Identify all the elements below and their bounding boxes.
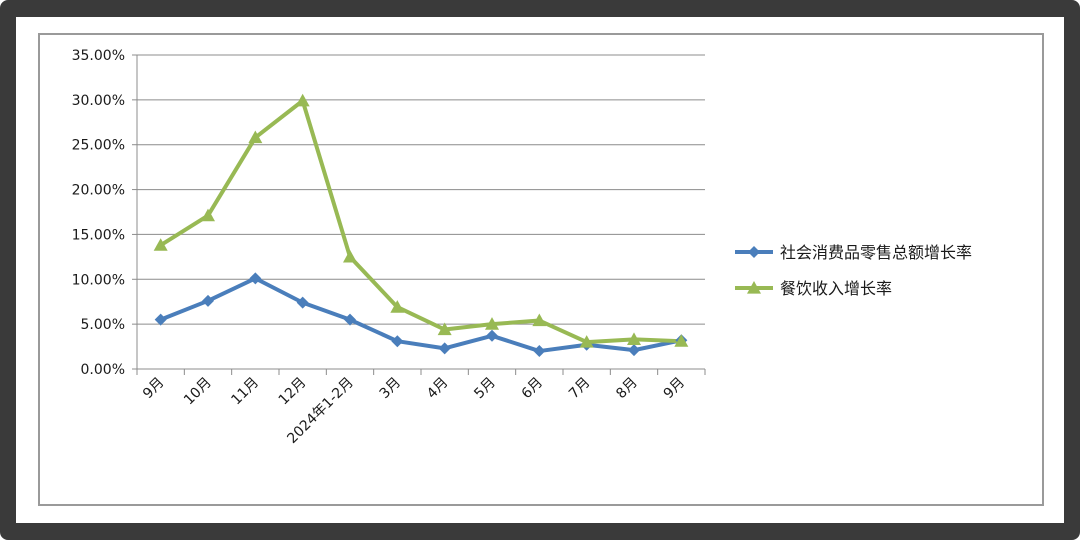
data-point-triangle	[153, 238, 168, 251]
data-point-diamond	[154, 313, 167, 326]
data-point-triangle	[437, 322, 452, 336]
data-point-triangle	[201, 208, 215, 222]
data-point-diamond	[438, 342, 451, 355]
data-point-triangle	[390, 300, 405, 313]
legend-label-1: 社会消费品零售总额增长率	[780, 243, 972, 262]
y-tick-label: 35.00%	[72, 48, 125, 64]
x-tick-label: 6月	[519, 375, 547, 403]
x-tick-label: 3月	[377, 375, 405, 403]
data-point-triangle	[627, 332, 641, 345]
data-point-diamond	[628, 344, 640, 357]
data-point-triangle	[343, 249, 357, 263]
x-tick-label: 7月	[566, 375, 594, 403]
y-tick-label: 20.00%	[72, 183, 125, 199]
data-point-triangle	[532, 313, 547, 327]
y-tick-label: 0.00%	[81, 362, 125, 378]
data-point-triangle	[674, 334, 689, 347]
legend-diamond-marker	[748, 246, 760, 258]
data-point-triangle	[579, 335, 594, 348]
data-point-triangle	[485, 317, 499, 330]
data-point-diamond	[344, 313, 356, 326]
data-point-diamond	[296, 296, 309, 309]
legend-triangle-marker	[747, 281, 761, 294]
series-markers	[153, 93, 689, 358]
x-tick-label: 9月	[661, 375, 689, 403]
data-point-diamond	[202, 294, 214, 307]
gridlines	[137, 54, 705, 325]
chart-area	[38, 33, 1044, 506]
data-point-diamond	[249, 272, 262, 285]
data-point-diamond	[486, 329, 498, 342]
series-lines	[158, 98, 684, 354]
y-tick-label: 30.00%	[72, 93, 125, 109]
y-tick-label: 10.00%	[72, 272, 125, 288]
data-point-diamond	[391, 335, 404, 348]
y-tick-labels: 0.00% 5.00% 10.00% 15.00% 20.00% 25.00% 30.00%…	[72, 48, 125, 378]
x-tick-label: 12月	[276, 375, 310, 409]
series-line-1	[158, 276, 684, 354]
series-line-2	[158, 98, 684, 345]
data-point-diamond	[533, 345, 546, 358]
x-tick-label: 8月	[613, 375, 641, 403]
axes	[132, 54, 706, 375]
x-tick-label: 5月	[471, 375, 499, 403]
x-tick-label: 10月	[181, 375, 215, 409]
data-point-triangle	[295, 93, 310, 107]
y-tick-label: 25.00%	[72, 138, 125, 154]
x-tick-label: 11月	[228, 375, 262, 409]
y-tick-label: 5.00%	[81, 317, 125, 333]
y-tick-label: 15.00%	[72, 227, 125, 243]
x-tick-label: 9月	[140, 375, 168, 403]
data-point-triangle	[248, 130, 263, 144]
x-tick-label: 4月	[424, 375, 452, 403]
legend-label-2: 餐饮收入增长率	[780, 279, 892, 298]
